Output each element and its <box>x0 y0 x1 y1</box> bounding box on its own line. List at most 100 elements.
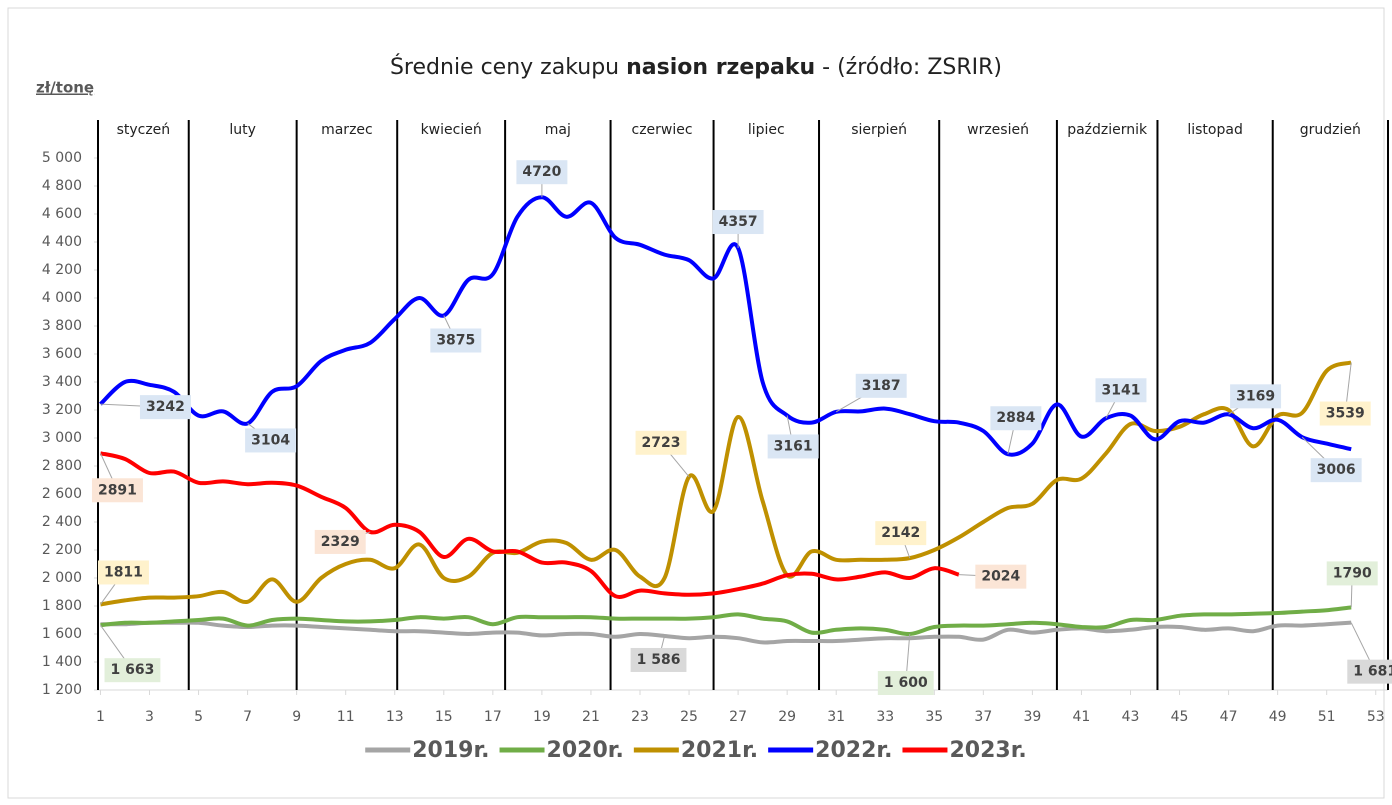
y-tick-label: 1 600 <box>42 626 82 642</box>
x-tick-label: 37 <box>974 709 992 725</box>
legend: 2019r. 2020r. 2021r. 2022r. 2023r. <box>365 738 1027 763</box>
value-label-box <box>1230 384 1282 409</box>
value-label-box <box>516 160 568 185</box>
value-label-box <box>104 658 161 683</box>
series-line <box>99 195 1352 457</box>
y-tick-label: 2 600 <box>42 486 82 502</box>
value-label-text: 3242 <box>146 399 185 415</box>
value-label: 3104 <box>245 428 297 453</box>
y-tick-label: 3 600 <box>42 346 82 362</box>
value-label: 1790 <box>1326 561 1378 586</box>
y-tick-label: 4 200 <box>42 262 82 278</box>
month-label: październik <box>1067 122 1148 138</box>
series-line <box>100 605 1352 637</box>
value-label-text: 1790 <box>1333 565 1372 581</box>
value-label-box <box>975 564 1027 589</box>
y-tick-label: 1 800 <box>42 598 82 614</box>
x-tick-label: 7 <box>243 709 252 725</box>
x-tick-label: 15 <box>435 709 453 725</box>
value-label: 1811 <box>97 560 149 585</box>
x-tick-label: 53 <box>1367 709 1385 725</box>
x-tick-label: 35 <box>925 709 943 725</box>
month-label: luty <box>229 122 256 138</box>
month-label: sierpień <box>851 122 907 138</box>
value-label-box <box>1310 458 1362 483</box>
x-tick-label: 11 <box>337 709 355 725</box>
value-label-text: 3161 <box>774 438 813 454</box>
value-label: 2884 <box>990 406 1042 431</box>
legend-label: 2019r. <box>412 738 489 763</box>
x-tick-label: 51 <box>1318 709 1336 725</box>
value-label-text: 4357 <box>719 214 758 230</box>
legend-label: 2021r. <box>681 738 758 763</box>
value-label-text: 3169 <box>1236 388 1275 404</box>
y-tick-label: 2 200 <box>42 542 82 558</box>
value-label: 3875 <box>430 328 482 353</box>
x-tick-label: 19 <box>533 709 551 725</box>
month-label: listopad <box>1187 122 1242 138</box>
month-label: kwiecień <box>421 122 482 138</box>
x-tick-label: 13 <box>386 709 404 725</box>
value-label-text: 2891 <box>98 482 137 498</box>
value-label-text: 3006 <box>1317 462 1356 478</box>
legend-label: 2023r. <box>949 738 1026 763</box>
value-label: 1 586 <box>630 647 687 672</box>
value-label: 4357 <box>712 210 764 235</box>
value-label-box <box>314 529 366 554</box>
y-tick-label: 3 000 <box>42 430 82 446</box>
y-tick-label: 4 800 <box>42 178 82 194</box>
y-tick-label: 5 000 <box>42 150 82 166</box>
x-tick-label: 47 <box>1220 709 1238 725</box>
value-label-box <box>1326 561 1378 586</box>
y-tick-label: 3 400 <box>42 374 82 390</box>
month-label: grudzień <box>1300 122 1361 138</box>
value-label: 3141 <box>1095 378 1147 403</box>
month-label: wrzesień <box>967 122 1029 138</box>
x-tick-label: 27 <box>729 709 747 725</box>
value-label-text: 1 663 <box>111 662 155 678</box>
x-tick-label: 29 <box>778 709 796 725</box>
y-tick-label: 2 400 <box>42 514 82 530</box>
value-label-box <box>990 406 1042 431</box>
value-label: 1 663 <box>104 658 161 683</box>
value-label-box <box>635 430 687 455</box>
legend-label: 2022r. <box>815 738 892 763</box>
y-tick-label: 2 000 <box>42 570 82 586</box>
y-tick-label: 3 800 <box>42 318 82 334</box>
month-label: lipiec <box>748 122 785 138</box>
x-tick-label: 43 <box>1122 709 1140 725</box>
value-label-text: 2142 <box>881 525 920 541</box>
value-label: 3242 <box>139 395 191 420</box>
value-label-box <box>712 210 764 235</box>
x-tick-label: 5 <box>194 709 203 725</box>
value-label: 2723 <box>635 430 687 455</box>
x-tick-label: 9 <box>292 709 301 725</box>
value-label-text: 3539 <box>1326 406 1365 422</box>
value-label-text: 3104 <box>251 432 290 448</box>
value-label-box <box>245 428 297 453</box>
value-label-text: 4720 <box>522 164 561 180</box>
month-label: maj <box>545 122 571 138</box>
value-label-text: 1 600 <box>884 675 928 691</box>
y-tick-label: 1 400 <box>42 654 82 670</box>
month-label: marzec <box>321 122 373 138</box>
value-label: 3006 <box>1310 458 1362 483</box>
value-label-box <box>630 647 687 672</box>
value-label: 1 600 <box>877 671 934 695</box>
value-label-text: 2723 <box>642 435 681 451</box>
value-label-text: 1811 <box>104 564 143 580</box>
value-label: 3539 <box>1319 401 1371 426</box>
value-label-box <box>1319 401 1371 426</box>
value-label-box <box>1347 659 1392 684</box>
y-tick-label: 1 200 <box>42 682 82 698</box>
chart-title: Średnie ceny zakupu nasion rzepaku - (źr… <box>390 54 1002 80</box>
y-tick-label: 4 000 <box>42 290 82 306</box>
value-label-text: 2329 <box>321 534 360 550</box>
x-tick-label: 23 <box>631 709 649 725</box>
value-label-box <box>1095 378 1147 403</box>
x-tick-label: 31 <box>827 709 845 725</box>
value-label: 2142 <box>875 521 927 546</box>
x-tick-label: 25 <box>680 709 698 725</box>
value-label-box <box>877 671 934 695</box>
